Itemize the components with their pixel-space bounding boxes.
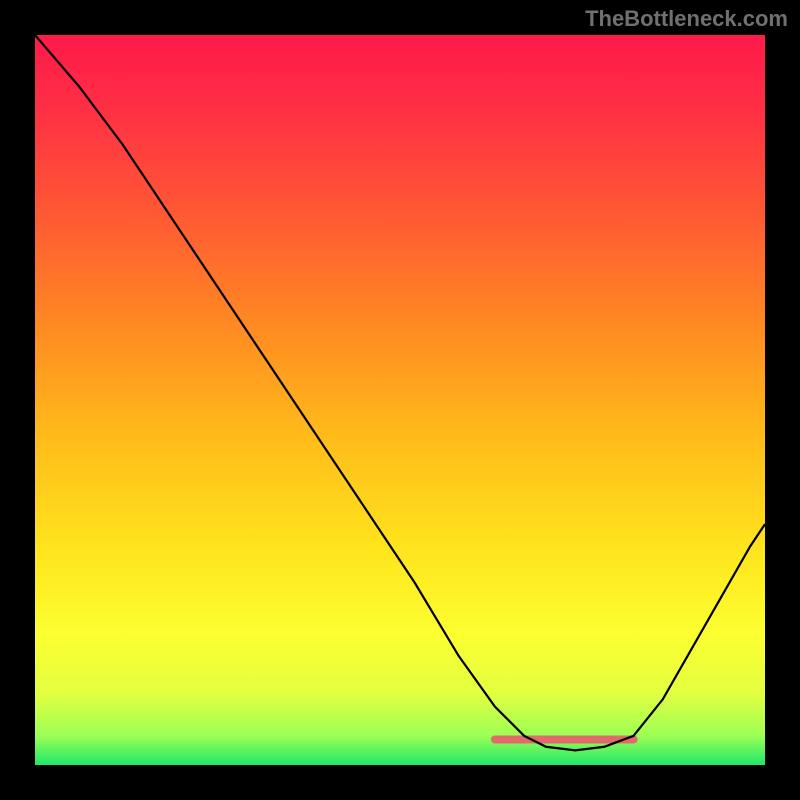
bottleneck-curve [35, 35, 765, 750]
plot-area [35, 35, 765, 765]
curve-layer [35, 35, 765, 765]
watermark-text: TheBottleneck.com [585, 6, 788, 32]
